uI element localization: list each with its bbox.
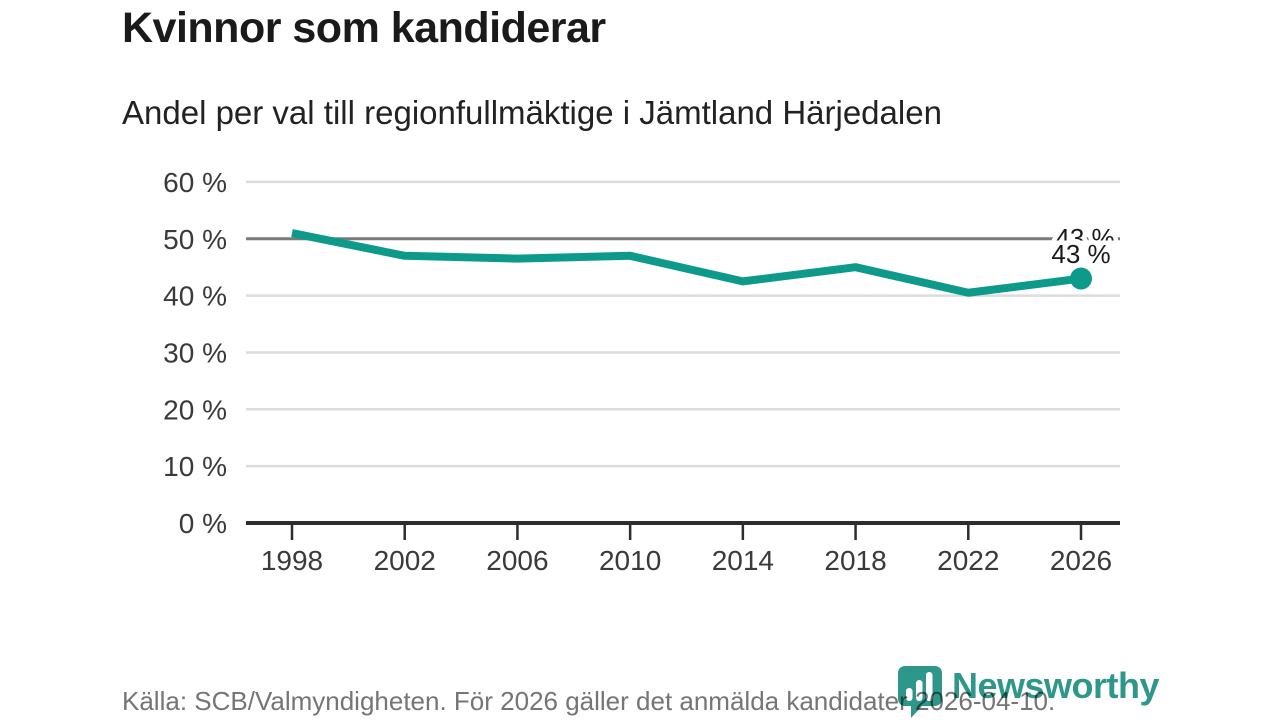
y-axis-tick-label: 40 % [163,281,227,312]
last-value-annotation: 43 % [1051,239,1110,269]
x-axis-tick-label: 2014 [712,545,774,576]
data-line-women-candidates [291,229,1082,297]
logo-bar-medium [916,680,923,701]
x-axis-tick-label: 2002 [374,545,436,576]
x-axis-tick-label: 1998 [261,545,323,576]
y-axis-tick-label: 10 % [163,451,227,482]
y-axis-tick-label: 0 % [179,508,227,539]
newsworthy-logo-icon [898,666,942,718]
annotation-mask [1042,240,1128,254]
x-axis-tick-label: 2006 [486,545,548,576]
x-axis-tick-label: 2010 [599,545,661,576]
logo-bar-tall [926,672,933,701]
chart-title: Kvinnor som kandiderar [122,4,606,52]
x-axis-tick-label: 2022 [937,545,999,576]
line-chart-canvas: 0 % 10 % 20 % 30 % 40 % 50 % 60 % 43 % 1998 2002 2… [163,166,1128,576]
x-axis-tick-label: 2026 [1050,545,1112,576]
y-axis-tick-label: 30 % [163,337,227,368]
source-note: Källa: SCB/Valmyndigheten. För 2026 gäll… [122,686,1056,716]
logo-bar-short [906,688,913,701]
end-point-marker [1070,267,1092,290]
y-axis-tick-label: 50 % [163,224,227,255]
y-axis-tick-label: 20 % [163,394,227,425]
chart-subtitle: Andel per val till regionfullmäktige i J… [122,94,942,131]
y-axis-tick-label: 60 % [163,167,227,198]
newsworthy-logo: Newsworthy [897,664,1160,718]
x-axis-tick-label: 2018 [824,545,886,576]
newsworthy-logo-text: Newsworthy [952,665,1160,706]
